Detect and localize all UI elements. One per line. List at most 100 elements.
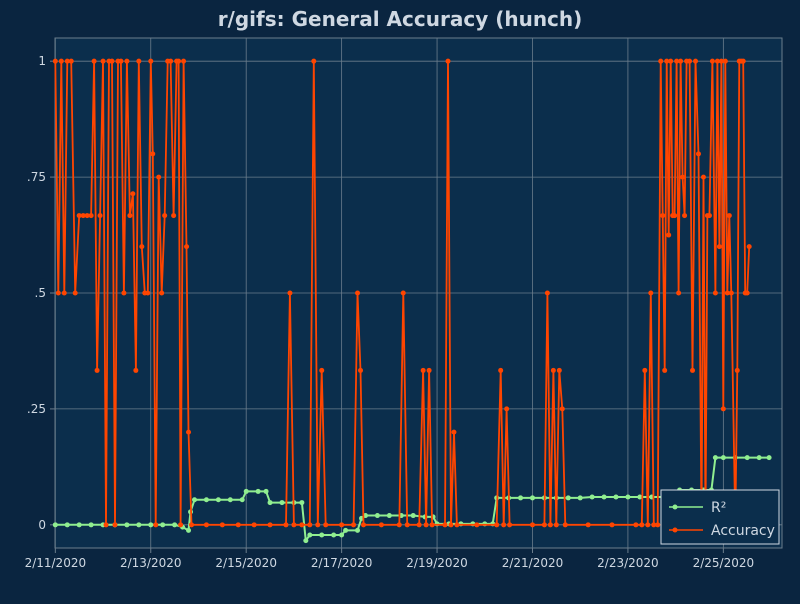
- data-point: [680, 174, 686, 180]
- data-point: [64, 58, 70, 64]
- data-point: [637, 494, 643, 500]
- y-tick-label: .25: [27, 402, 46, 416]
- data-point: [744, 455, 750, 461]
- data-point: [227, 497, 233, 503]
- data-point: [52, 58, 58, 64]
- x-tick-label: 2/21/2020: [502, 556, 564, 570]
- y-tick-label: 0: [38, 518, 46, 532]
- data-point: [84, 213, 90, 219]
- data-point: [72, 290, 78, 296]
- data-point: [243, 488, 249, 494]
- data-point: [189, 522, 195, 528]
- data-point: [613, 494, 619, 500]
- data-point: [343, 527, 349, 533]
- data-point: [176, 58, 182, 64]
- data-point: [504, 406, 510, 412]
- data-point: [153, 522, 159, 528]
- data-point: [360, 522, 366, 528]
- data-point: [186, 527, 192, 533]
- data-point: [130, 191, 136, 197]
- data-point: [651, 522, 657, 528]
- data-point: [61, 290, 67, 296]
- data-point: [700, 174, 706, 180]
- data-point: [756, 455, 762, 461]
- data-point: [145, 290, 151, 296]
- legend-marker: [672, 504, 678, 510]
- data-point: [239, 497, 245, 503]
- data-point: [706, 213, 712, 219]
- data-point: [541, 522, 547, 528]
- data-point: [585, 522, 591, 528]
- data-point: [55, 290, 61, 296]
- legend: R² Accuracy: [660, 489, 780, 545]
- data-point: [178, 522, 184, 528]
- data-point: [724, 290, 730, 296]
- data-point: [722, 58, 728, 64]
- data-point: [410, 513, 416, 519]
- y-tick-label: 1: [38, 54, 46, 68]
- data-point: [58, 58, 64, 64]
- chart-title: r/gifs: General Accuracy (hunch): [218, 7, 583, 31]
- data-point: [283, 522, 289, 528]
- data-point: [307, 522, 313, 528]
- data-point: [716, 244, 722, 250]
- data-point: [339, 532, 345, 538]
- data-point: [678, 58, 684, 64]
- data-point: [124, 58, 130, 64]
- data-point: [299, 522, 305, 528]
- data-point: [184, 244, 190, 250]
- data-point: [103, 522, 109, 528]
- data-point: [609, 522, 615, 528]
- data-point: [400, 290, 406, 296]
- legend-marker: [672, 527, 678, 533]
- data-point: [720, 406, 726, 412]
- data-point: [744, 290, 750, 296]
- data-point: [287, 290, 293, 296]
- data-point: [88, 522, 94, 528]
- series-line: [54, 60, 751, 526]
- data-point: [529, 522, 535, 528]
- data-point: [507, 522, 513, 528]
- data-point: [664, 58, 670, 64]
- data-point: [420, 367, 426, 373]
- data-point: [562, 522, 568, 528]
- data-point: [315, 522, 321, 528]
- data-point: [709, 58, 715, 64]
- legend-box: [660, 489, 780, 545]
- data-point: [720, 455, 726, 461]
- data-point: [267, 500, 273, 506]
- data-point: [556, 367, 562, 373]
- x-tick-label: 2/23/2020: [597, 556, 659, 570]
- data-point: [97, 213, 103, 219]
- x-tick-label: 2/11/2020: [25, 556, 87, 570]
- data-point: [133, 367, 139, 373]
- data-point: [100, 58, 106, 64]
- data-point: [416, 522, 422, 528]
- data-point: [547, 522, 553, 528]
- x-tick-label: 2/15/2020: [215, 556, 277, 570]
- data-point: [355, 527, 361, 533]
- data-point: [215, 497, 221, 503]
- data-point: [429, 522, 435, 528]
- data-point: [734, 367, 740, 373]
- data-point: [601, 494, 607, 500]
- data-point: [181, 58, 187, 64]
- data-point: [319, 367, 325, 373]
- data-point: [682, 213, 688, 219]
- data-point: [589, 494, 595, 500]
- data-point: [666, 232, 672, 238]
- data-point: [501, 522, 507, 528]
- data-point: [139, 244, 145, 250]
- data-point: [94, 367, 100, 373]
- legend-label: Accuracy: [711, 523, 775, 539]
- data-point: [633, 522, 639, 528]
- data-point: [645, 522, 651, 528]
- data-point: [668, 58, 674, 64]
- data-point: [219, 522, 225, 528]
- data-point: [474, 522, 480, 528]
- data-point: [498, 367, 504, 373]
- series-accuracy: [52, 58, 752, 528]
- data-point: [311, 58, 317, 64]
- data-point: [642, 367, 648, 373]
